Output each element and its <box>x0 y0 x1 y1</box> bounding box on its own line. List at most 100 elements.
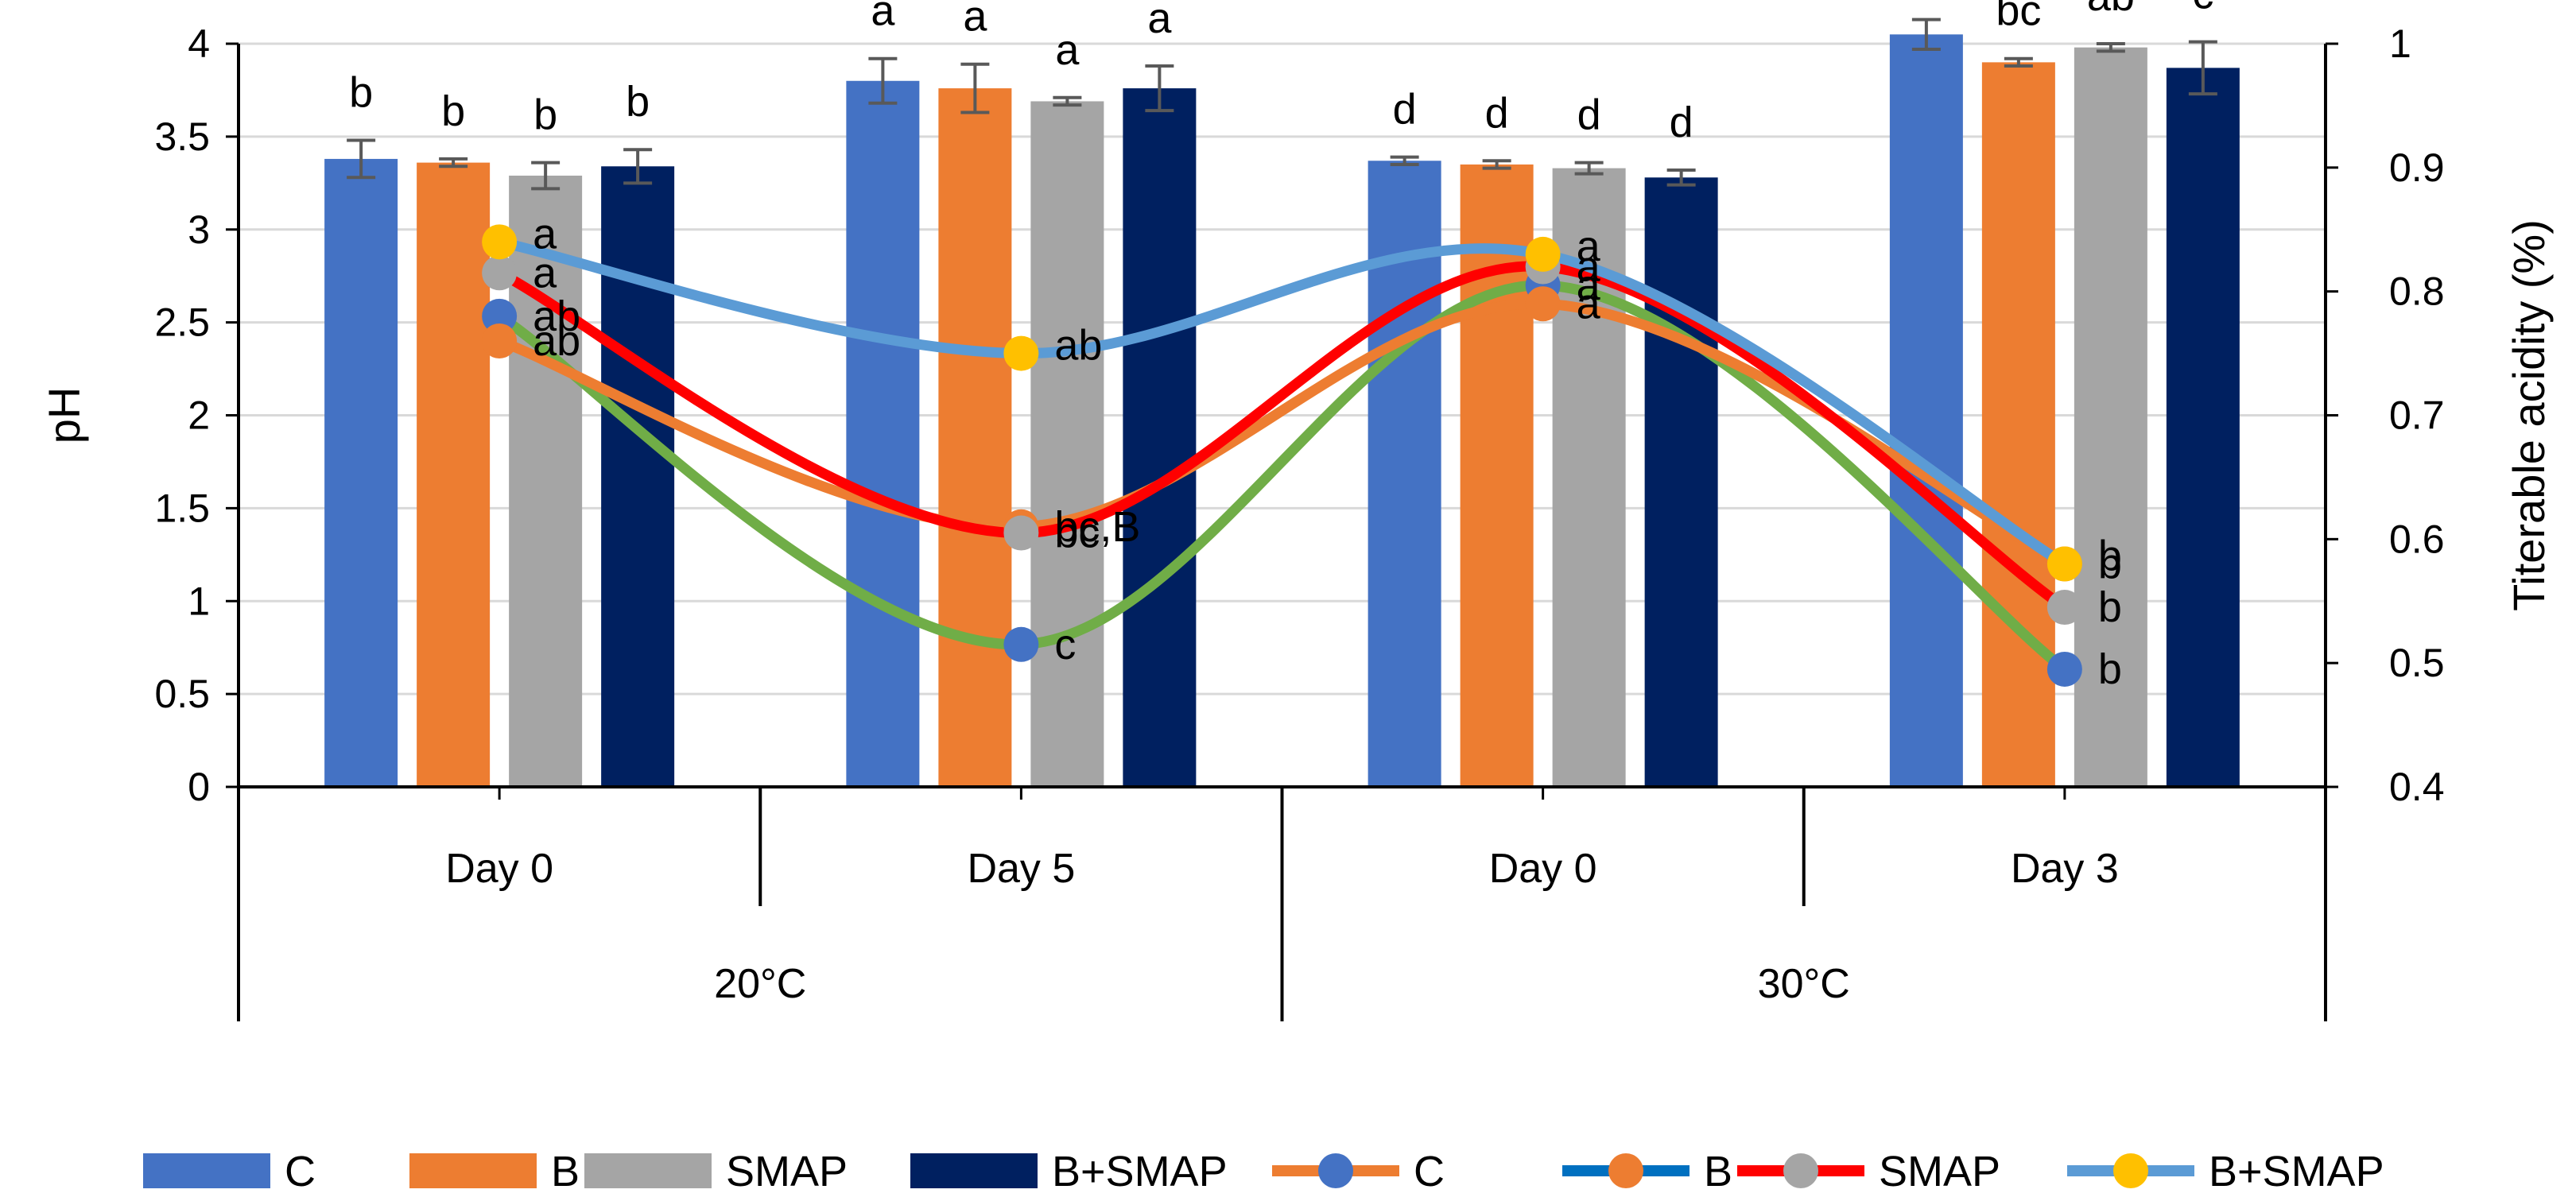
bar-letter: b <box>349 69 373 117</box>
significance-labels: badabadbcbadabbadcabcababbc,Bababcabaaba… <box>349 0 2213 693</box>
line-letter: a <box>533 249 557 296</box>
bar-letter: a <box>871 0 895 35</box>
legend-swatch <box>910 1153 1038 1188</box>
y-left-tick-label: 1.5 <box>154 486 210 530</box>
bar <box>324 158 398 788</box>
line-path <box>494 298 2070 569</box>
bar-letter: bc <box>1996 0 2041 35</box>
line-letter: bc,B <box>1054 503 1140 551</box>
legend-label: C <box>285 1148 316 1195</box>
bar <box>2166 68 2240 787</box>
legend-marker <box>1783 1153 1818 1188</box>
line-marker <box>1003 515 1039 551</box>
y-right-tick-label: 0.8 <box>2389 269 2445 314</box>
y-right-tick-label: 0.4 <box>2389 765 2445 809</box>
line-series <box>482 224 2082 687</box>
line-marker <box>482 224 518 260</box>
legend-item: SMAP <box>584 1148 848 1195</box>
legend-item: SMAP <box>1737 1148 2000 1195</box>
legend-label: SMAP <box>1879 1148 2000 1195</box>
legend: C B SMAP B+SMAP C B SMAP B+SMAP <box>143 1148 2384 1195</box>
line-marker <box>2046 546 2082 582</box>
legend-item: B <box>409 1148 580 1195</box>
y-right-axis-title: Titerable acidity (%) <box>2504 219 2554 611</box>
bar-letter: ab <box>2087 0 2135 20</box>
line-letter: b <box>2098 645 2122 693</box>
x-category-label: Day 0 <box>445 846 553 892</box>
line-path <box>494 261 2070 613</box>
bar <box>417 162 491 788</box>
line-marker <box>482 298 518 334</box>
line-marker <box>2046 590 2082 626</box>
y-right-tick-label: 1 <box>2389 21 2411 66</box>
line-marker <box>482 255 518 291</box>
bar-letter: c <box>2192 0 2213 18</box>
line-letter: ab <box>533 317 580 365</box>
line-path <box>494 280 2070 675</box>
legend-item: C <box>1272 1148 1445 1195</box>
error-bar <box>1145 64 1174 113</box>
error-bar <box>2188 40 2217 96</box>
legend-label: B+SMAP <box>1052 1148 1228 1195</box>
bar-letter: d <box>1485 89 1509 137</box>
line-letter: ab <box>1054 322 1102 370</box>
error-bar <box>347 138 376 180</box>
line-letter: c <box>1054 621 1076 668</box>
legend-label: C <box>1414 1148 1445 1195</box>
legend-swatch <box>584 1153 712 1188</box>
y-left-axis-title: pH <box>39 387 89 444</box>
error-bar <box>623 148 653 185</box>
error-bar <box>1574 161 1604 176</box>
y-left-tick-label: 2.5 <box>154 300 210 345</box>
x-category-label: Day 5 <box>967 846 1075 892</box>
error-bar <box>960 62 990 114</box>
line-letter: a <box>1577 262 1601 309</box>
line-path <box>494 236 2070 569</box>
error-bar <box>868 56 898 105</box>
line-marker <box>1525 286 1561 322</box>
legend-item: B <box>1562 1148 1732 1195</box>
y-left-tick-label: 0.5 <box>154 672 210 716</box>
bar-letter: d <box>1393 86 1417 134</box>
x-group-label: 30°C <box>1758 961 1850 1007</box>
line-letter: ab <box>533 293 580 340</box>
x-group-label: 20°C <box>714 961 806 1007</box>
legend-marker <box>1318 1153 1353 1188</box>
bar <box>509 175 583 787</box>
y-right-tick-label: 0.9 <box>2389 145 2445 190</box>
error-bar <box>1053 95 1082 107</box>
y-left-tick-label: 0 <box>188 765 210 809</box>
y-right-tick-label: 0.6 <box>2389 517 2445 561</box>
error-bar <box>439 157 468 169</box>
bar <box>846 80 920 787</box>
error-bar <box>1482 159 1511 170</box>
bar <box>1460 164 1534 787</box>
legend-label: B <box>1704 1148 1732 1195</box>
bar-letter: d <box>1577 91 1601 139</box>
error-bar <box>531 161 561 191</box>
bar <box>601 166 675 787</box>
line-letter: a <box>1577 243 1601 291</box>
legend-label: B <box>551 1148 580 1195</box>
bar-letter: a <box>1055 26 1080 74</box>
line-marker <box>1003 335 1039 371</box>
line-letter: b <box>2098 583 2122 631</box>
bar-series <box>324 17 2240 788</box>
legend-item: B+SMAP <box>2067 1148 2384 1195</box>
bar <box>1030 101 1104 787</box>
x-category-label: Day 3 <box>2011 846 2119 892</box>
bar <box>2074 47 2147 788</box>
y-left-tick-label: 4 <box>188 21 210 66</box>
bar <box>1889 34 1963 787</box>
y-left-tick-label: 3 <box>188 207 210 252</box>
error-bar <box>1666 168 1696 187</box>
y-right-tick-label: 0.7 <box>2389 393 2445 438</box>
legend-item: C <box>143 1148 316 1195</box>
y-left-tick-label: 2 <box>188 393 210 438</box>
error-bar <box>2096 42 2125 53</box>
line-marker <box>1003 626 1039 662</box>
bar <box>1981 62 2055 787</box>
line-letter: bc <box>1054 509 1100 557</box>
line-letter: a <box>1577 280 1601 327</box>
